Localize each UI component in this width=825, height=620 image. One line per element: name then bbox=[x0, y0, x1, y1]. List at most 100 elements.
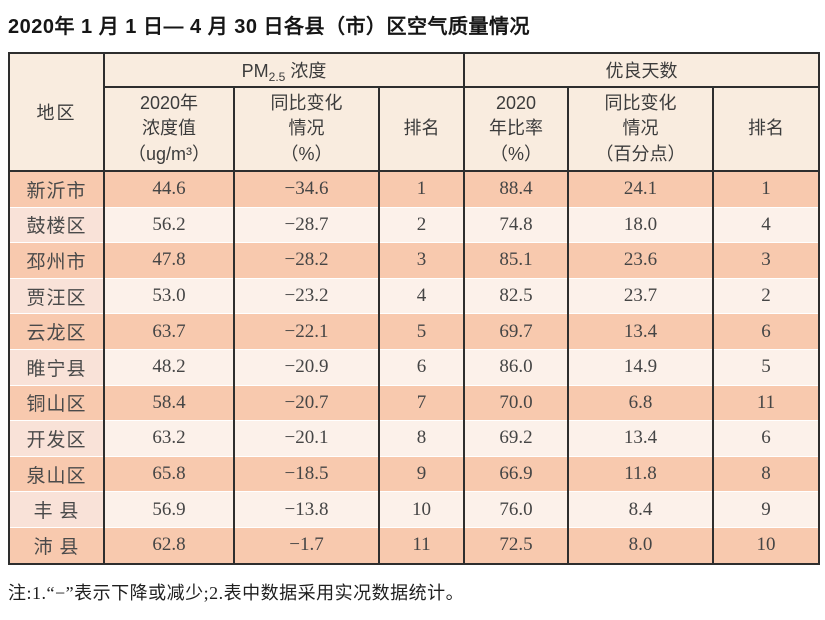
cell-good-change: 8.0 bbox=[567, 526, 715, 565]
table-row: 贾汪区 53.0 −23.2 4 82.5 23.7 2 bbox=[8, 277, 821, 315]
cell-pm-value: 56.2 bbox=[103, 206, 235, 244]
cell-region: 丰 县 bbox=[8, 491, 105, 528]
cell-region: 邳州市 bbox=[8, 242, 105, 279]
table-row: 云龙区 63.7 −22.1 5 69.7 13.4 6 bbox=[8, 313, 821, 350]
cell-pm-value: 58.4 bbox=[103, 384, 235, 422]
cell-good-rate: 70.0 bbox=[463, 384, 570, 422]
cell-good-rate: 69.2 bbox=[463, 420, 570, 457]
cell-good-rank: 4 bbox=[712, 206, 821, 244]
cell-good-rank: 11 bbox=[712, 384, 821, 422]
cell-pm-value: 47.8 bbox=[103, 242, 235, 279]
air-quality-table: 地区 PM2.5 浓度 优良天数 2020年 浓度值 （ug/m³） 同比变化 … bbox=[8, 52, 821, 565]
cell-good-rate: 86.0 bbox=[463, 348, 570, 386]
pm25-label-subscript: 2.5 bbox=[268, 70, 286, 84]
col-header-region: 地区 bbox=[8, 52, 105, 172]
cell-pm-rank: 8 bbox=[377, 420, 466, 457]
cell-good-change: 13.4 bbox=[567, 313, 715, 350]
cell-pm-value: 63.2 bbox=[103, 420, 235, 457]
cell-pm-change: −1.7 bbox=[233, 526, 380, 565]
table-row: 邳州市 47.8 −28.2 3 85.1 23.6 3 bbox=[8, 242, 821, 279]
cell-pm-rank: 5 bbox=[377, 313, 466, 350]
cell-pm-value: 62.8 bbox=[103, 526, 235, 565]
cell-region: 沛 县 bbox=[8, 526, 105, 565]
cell-pm-rank: 7 bbox=[377, 384, 466, 422]
cell-pm-rank: 6 bbox=[377, 348, 466, 386]
cell-good-rank: 3 bbox=[712, 242, 821, 279]
table-header: 地区 PM2.5 浓度 优良天数 2020年 浓度值 （ug/m³） 同比变化 … bbox=[8, 52, 821, 172]
table-row: 开发区 63.2 −20.1 8 69.2 13.4 6 bbox=[8, 420, 821, 457]
table-row: 沛 县 62.8 −1.7 11 72.5 8.0 10 bbox=[8, 526, 821, 565]
cell-good-rank: 6 bbox=[712, 420, 821, 457]
header-sub-row: 2020年 浓度值 （ug/m³） 同比变化 情况 （%） 排名 2020 年比… bbox=[9, 86, 821, 172]
cell-region: 鼓楼区 bbox=[8, 206, 105, 244]
col-header-pm-value: 2020年 浓度值 （ug/m³） bbox=[103, 86, 235, 172]
col-group-pm25: PM2.5 浓度 bbox=[102, 52, 466, 88]
cell-region: 泉山区 bbox=[8, 455, 105, 493]
cell-pm-rank: 4 bbox=[377, 277, 466, 315]
table-body: 新沂市 44.6 −34.6 1 88.4 24.1 1 鼓楼区 56.2 −28.7 2 74.8 1… bbox=[8, 170, 821, 565]
cell-good-rank: 9 bbox=[712, 491, 821, 528]
col-header-good-change: 同比变化 情况 （百分点） bbox=[567, 86, 715, 172]
cell-pm-change: −28.7 bbox=[233, 206, 380, 244]
pm25-label-prefix: PM bbox=[241, 61, 269, 81]
cell-good-rate: 82.5 bbox=[463, 277, 570, 315]
cell-pm-rank: 11 bbox=[377, 526, 466, 565]
cell-pm-change: −20.1 bbox=[233, 420, 380, 457]
cell-pm-value: 44.6 bbox=[103, 170, 235, 208]
cell-good-change: 6.8 bbox=[567, 384, 715, 422]
page: 2020年 1 月 1 日— 4 月 30 日各县（市）区空气质量情况 地区 P… bbox=[8, 16, 821, 603]
page-title: 2020年 1 月 1 日— 4 月 30 日各县（市）区空气质量情况 bbox=[8, 16, 531, 38]
cell-region: 贾汪区 bbox=[8, 277, 105, 315]
cell-pm-rank: 9 bbox=[377, 455, 466, 493]
cell-good-change: 14.9 bbox=[567, 348, 715, 386]
cell-good-change: 23.7 bbox=[567, 277, 715, 315]
cell-pm-change: −34.6 bbox=[233, 170, 380, 208]
cell-pm-change: −20.7 bbox=[233, 384, 380, 422]
cell-pm-change: −22.1 bbox=[233, 313, 380, 350]
table-row: 丰 县 56.9 −13.8 10 76.0 8.4 9 bbox=[8, 491, 821, 528]
header-group-row: 地区 PM2.5 浓度 优良天数 bbox=[8, 52, 821, 172]
cell-good-rate: 72.5 bbox=[463, 526, 570, 565]
cell-good-rank: 8 bbox=[712, 455, 821, 493]
cell-pm-value: 56.9 bbox=[103, 491, 235, 528]
cell-pm-change: −28.2 bbox=[233, 242, 380, 279]
table-row: 睢宁县 48.2 −20.9 6 86.0 14.9 5 bbox=[8, 348, 821, 386]
col-header-pm-rank: 排名 bbox=[377, 86, 466, 172]
cell-pm-value: 48.2 bbox=[103, 348, 235, 386]
cell-good-rank: 5 bbox=[712, 348, 821, 386]
table-row: 铜山区 58.4 −20.7 7 70.0 6.8 11 bbox=[8, 384, 821, 422]
pm25-label-suffix: 浓度 bbox=[285, 61, 327, 81]
cell-good-rate: 88.4 bbox=[463, 170, 570, 208]
cell-region: 新沂市 bbox=[8, 170, 105, 208]
cell-good-change: 23.6 bbox=[567, 242, 715, 279]
cell-pm-change: −20.9 bbox=[233, 348, 380, 386]
cell-good-rank: 1 bbox=[712, 170, 821, 208]
cell-good-rate: 74.8 bbox=[463, 206, 570, 244]
cell-pm-change: −18.5 bbox=[233, 455, 380, 493]
cell-pm-rank: 1 bbox=[377, 170, 466, 208]
cell-region: 开发区 bbox=[8, 420, 105, 457]
cell-good-rate: 69.7 bbox=[463, 313, 570, 350]
cell-pm-change: −23.2 bbox=[233, 277, 380, 315]
table-row: 鼓楼区 56.2 −28.7 2 74.8 18.0 4 bbox=[8, 206, 821, 244]
cell-good-rank: 10 bbox=[712, 526, 821, 565]
cell-region: 铜山区 bbox=[8, 384, 105, 422]
cell-pm-rank: 2 bbox=[377, 206, 466, 244]
cell-pm-value: 63.7 bbox=[103, 313, 235, 350]
cell-pm-change: −13.8 bbox=[233, 491, 380, 528]
col-header-good-rate: 2020 年比率 （%） bbox=[463, 86, 570, 172]
cell-good-change: 11.8 bbox=[567, 455, 715, 493]
cell-good-rank: 6 bbox=[712, 313, 821, 350]
cell-good-change: 24.1 bbox=[567, 170, 715, 208]
cell-pm-rank: 3 bbox=[377, 242, 466, 279]
cell-pm-value: 65.8 bbox=[103, 455, 235, 493]
cell-good-change: 8.4 bbox=[567, 491, 715, 528]
cell-region: 云龙区 bbox=[8, 313, 105, 350]
cell-good-rate: 85.1 bbox=[463, 242, 570, 279]
cell-pm-value: 53.0 bbox=[103, 277, 235, 315]
table-row: 新沂市 44.6 −34.6 1 88.4 24.1 1 bbox=[8, 170, 821, 208]
cell-good-change: 18.0 bbox=[567, 206, 715, 244]
cell-good-rate: 76.0 bbox=[463, 491, 570, 528]
cell-pm-rank: 10 bbox=[377, 491, 466, 528]
cell-good-change: 13.4 bbox=[567, 420, 715, 457]
